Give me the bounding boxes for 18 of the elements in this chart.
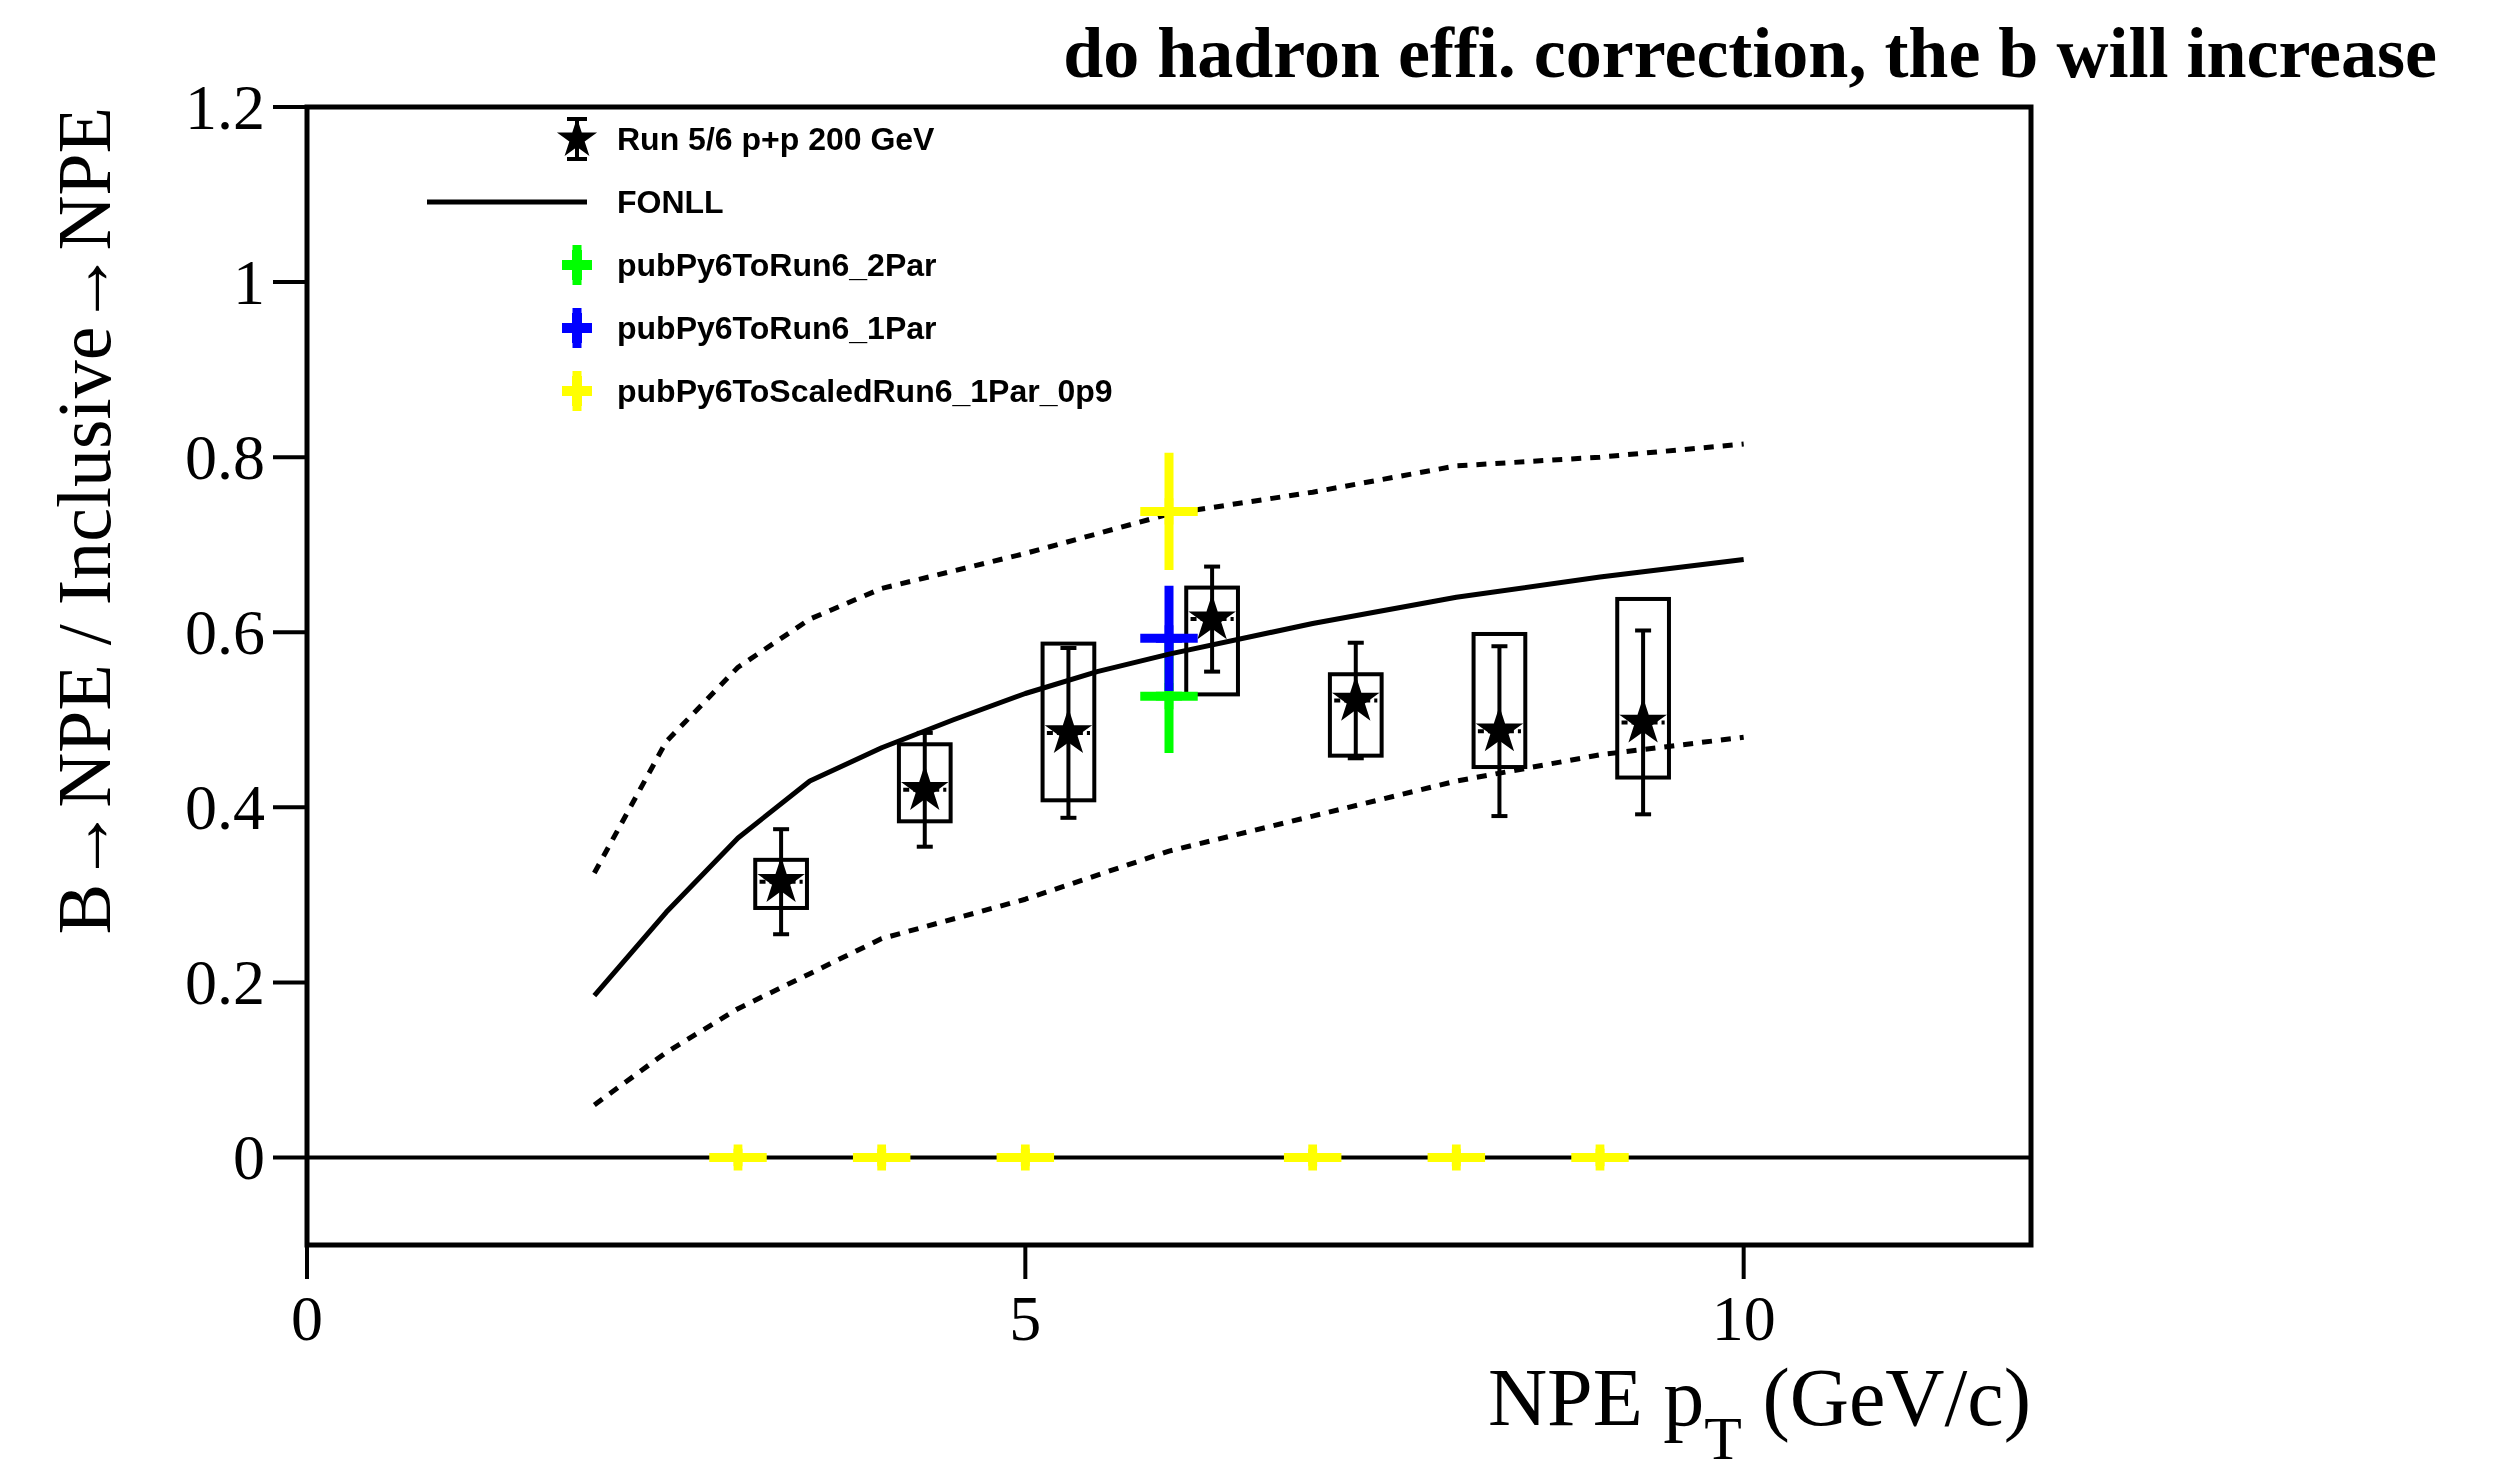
x-axis-title: NPE p$_{T}$ (GeV/c) — [1487, 1352, 2031, 1464]
chart-title: do hadron effi. correction, the b will increase — [1063, 13, 2437, 93]
legend-label: FONLL — [617, 184, 724, 220]
y-tick-label: 0 — [233, 1122, 265, 1194]
y-tick-label: 0.6 — [185, 597, 265, 669]
y-axis-title: B→NPE / Inclusive→NPE — [42, 107, 126, 935]
y-tick-label: 0.2 — [185, 947, 265, 1019]
x-tick-label: 5 — [1009, 1283, 1042, 1354]
y-tick-label: 0.4 — [185, 772, 265, 844]
legend-label: Run 5/6 p+p 200 GeV — [617, 121, 936, 157]
legend-label: pubPy6ToRun6_2Par — [617, 247, 937, 283]
x-tick-label: 10 — [1711, 1283, 1776, 1354]
y-tick-label: 1 — [233, 247, 265, 319]
y-tick-label: 1.2 — [185, 72, 265, 143]
y-tick-label: 0.8 — [185, 422, 265, 494]
legend-label: pubPy6ToRun6_1Par — [617, 310, 937, 346]
legend-label: pubPy6ToScaledRun6_1Par_0p9 — [617, 373, 1113, 409]
x-tick-label: 0 — [291, 1283, 323, 1354]
